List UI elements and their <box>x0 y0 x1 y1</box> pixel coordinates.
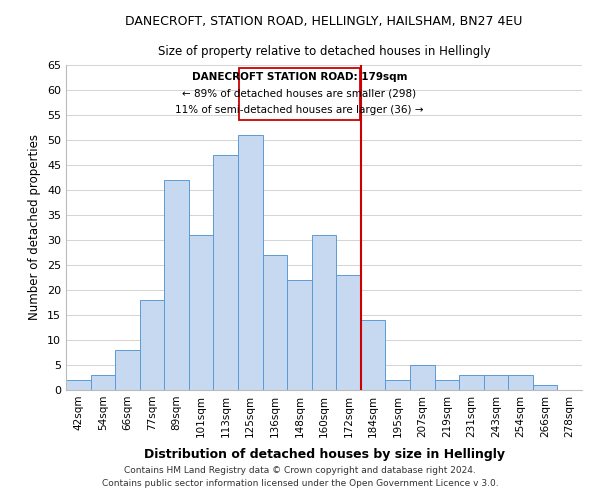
Text: DANECROFT STATION ROAD: 179sqm: DANECROFT STATION ROAD: 179sqm <box>191 72 407 83</box>
Bar <box>312 235 336 390</box>
Text: DANECROFT, STATION ROAD, HELLINGLY, HAILSHAM, BN27 4EU: DANECROFT, STATION ROAD, HELLINGLY, HAIL… <box>125 15 523 28</box>
Y-axis label: Number of detached properties: Number of detached properties <box>28 134 41 320</box>
Bar <box>140 300 164 390</box>
X-axis label: Distribution of detached houses by size in Hellingly: Distribution of detached houses by size … <box>143 448 505 461</box>
Text: Size of property relative to detached houses in Hellingly: Size of property relative to detached ho… <box>158 45 490 58</box>
Text: Contains HM Land Registry data © Crown copyright and database right 2024.
Contai: Contains HM Land Registry data © Crown c… <box>101 466 499 487</box>
Bar <box>459 375 484 390</box>
Bar <box>115 350 140 390</box>
Bar <box>361 320 385 390</box>
Bar <box>385 380 410 390</box>
Bar <box>508 375 533 390</box>
Bar <box>239 68 359 120</box>
Bar <box>533 385 557 390</box>
Bar <box>287 280 312 390</box>
Bar <box>66 380 91 390</box>
Bar <box>214 155 238 390</box>
Bar <box>434 380 459 390</box>
Bar <box>91 375 115 390</box>
Bar <box>263 255 287 390</box>
Bar <box>336 275 361 390</box>
Bar <box>189 235 214 390</box>
Text: ← 89% of detached houses are smaller (298): ← 89% of detached houses are smaller (29… <box>182 89 416 99</box>
Text: 11% of semi-detached houses are larger (36) →: 11% of semi-detached houses are larger (… <box>175 106 424 116</box>
Bar <box>238 135 263 390</box>
Bar <box>410 365 434 390</box>
Bar <box>164 180 189 390</box>
Bar <box>484 375 508 390</box>
